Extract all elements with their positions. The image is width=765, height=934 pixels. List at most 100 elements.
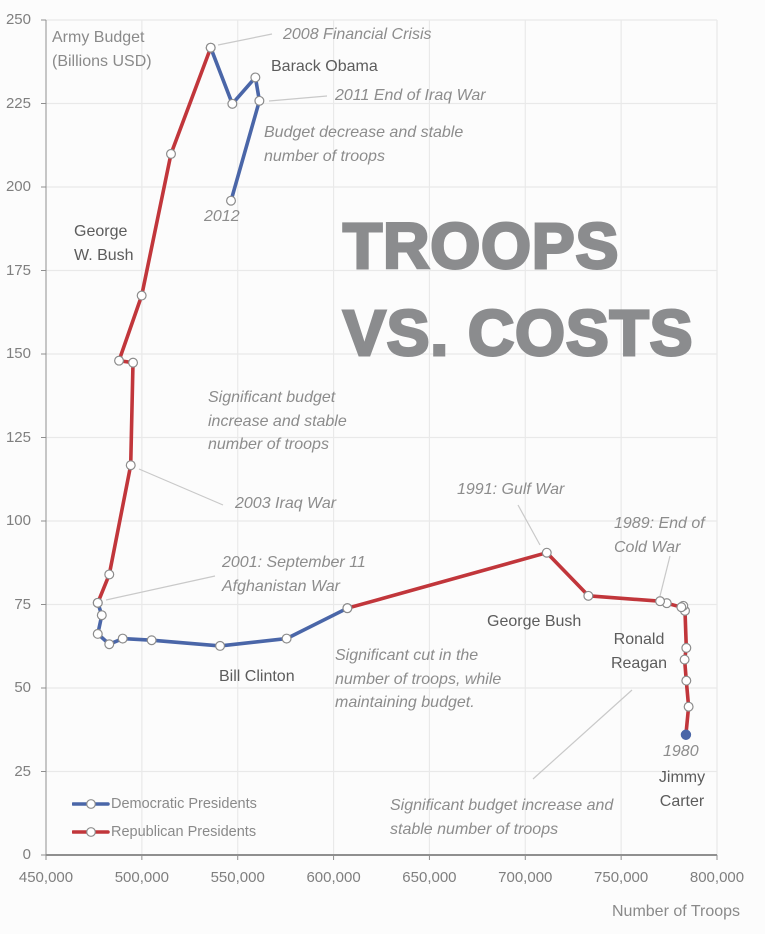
- label-line: Jimmy: [658, 769, 706, 786]
- annotation-line: number of troops: [264, 147, 385, 165]
- label-line: Reagan: [610, 654, 668, 672]
- leader-2008-financial-crisis: [217, 33, 273, 46]
- republican-data-point: [681, 675, 692, 686]
- series-markers: [92, 42, 694, 740]
- republican-data-point: [679, 654, 690, 665]
- y-tick-label: 175: [5, 261, 31, 279]
- y-tick-label: 75: [14, 595, 31, 613]
- republican-data-point: [676, 602, 687, 613]
- republican-data-point: [541, 547, 552, 558]
- legend-item-democratic[interactable]: Democratic Presidents: [72, 794, 257, 814]
- label-line: W. Bush: [74, 246, 134, 264]
- legend-item-republican[interactable]: Republican Presidents: [72, 822, 257, 842]
- republican-data-point: [655, 596, 666, 607]
- leader-1991-gulf-war: [517, 504, 541, 546]
- democratic-data-point: [226, 195, 237, 206]
- legend-swatch-republican: [72, 827, 110, 837]
- republican-data-point: [165, 148, 176, 159]
- label-line: George: [74, 223, 128, 240]
- label-george-bush: George Bush: [487, 613, 582, 630]
- x-tick-label: 550,000: [210, 869, 265, 886]
- democratic-data-point-filled: [680, 729, 692, 740]
- republican-line-segment: [96, 45, 213, 605]
- y-axis-title-line: (Billions USD): [52, 52, 152, 70]
- republican-data-point: [683, 701, 694, 712]
- axes: [41, 19, 718, 860]
- legend-label-democratic: Democratic Presidents: [111, 796, 257, 812]
- annotation-2001-september-11: 2001: September 11 Afghanistan War: [222, 551, 366, 598]
- annotation-troop-cut: Significant cut in the number of troops,…: [335, 644, 501, 715]
- legend: Democratic Presidents Republican Preside…: [72, 794, 257, 842]
- annotation-year-2012: 2012: [204, 208, 240, 225]
- democratic-data-point: [281, 633, 292, 644]
- annotation-line: Significant budget increase and: [390, 797, 614, 814]
- annotation-line: Afghanistan War: [222, 577, 340, 595]
- republican-data-point: [583, 590, 594, 601]
- democratic-line-segment: [96, 600, 350, 648]
- y-tick-label: 50: [14, 679, 31, 696]
- annotation-2008-financial-crisis: 2008 Financial Crisis: [283, 26, 432, 43]
- democratic-line-segment: [208, 45, 262, 203]
- annotation-year-1980: 1980: [663, 743, 699, 760]
- x-axis-title: Number of Troops: [612, 903, 741, 920]
- x-tick-label: 650,000: [402, 869, 457, 886]
- annotation-line: Budget decrease and stable: [264, 124, 464, 141]
- y-axis-title: Army Budget (Billions USD): [52, 26, 152, 73]
- y-tick-label: 25: [14, 762, 31, 780]
- leader-2001-september-11: [105, 575, 216, 601]
- label-bill-clinton: Bill Clinton: [219, 668, 295, 685]
- democratic-data-point: [146, 635, 157, 646]
- annotation-line: number of troops: [208, 436, 329, 453]
- annotation-leader-lines: [105, 33, 671, 780]
- legend-swatch-democratic: [72, 799, 110, 809]
- democratic-data-point: [104, 639, 115, 650]
- republican-data-point: [342, 603, 353, 614]
- x-tick-label: 600,000: [306, 869, 361, 886]
- x-tick-label: 450,000: [18, 869, 74, 886]
- leader-budget-increase-bottom: [532, 689, 633, 780]
- label-george-w-bush: George W. Bush: [74, 220, 134, 267]
- y-tick-label: 100: [5, 512, 31, 529]
- democratic-data-point: [215, 640, 226, 651]
- chart-title-line-2: VS. COSTS: [341, 297, 694, 369]
- annotation-line: Significant cut in the: [335, 647, 479, 664]
- y-tick-label: 250: [5, 11, 31, 28]
- annotation-2003-iraq-war: 2003 Iraq War: [235, 495, 337, 512]
- x-tick-label: 700,000: [498, 869, 553, 886]
- leader-2003-iraq-war: [138, 468, 224, 506]
- label-line: Carter: [659, 792, 705, 810]
- y-tick-label: 0: [22, 846, 31, 863]
- y-axis-title-line: Army Budget: [52, 29, 145, 46]
- republican-data-point: [128, 357, 139, 368]
- annotation-2011-end-of-iraq-war: 2011 End of Iraq War: [335, 87, 486, 104]
- chart-title-line-1: TROOPS: [341, 210, 620, 282]
- annotation-budget-increase-middle: Significant budget increase and stable n…: [208, 386, 347, 457]
- annotation-line: 1989: End of: [614, 515, 705, 532]
- annotation-line: Cold War: [614, 538, 681, 556]
- republican-data-point: [205, 42, 216, 53]
- annotation-line: 2001: September 11: [222, 554, 366, 571]
- annotation-line: Significant budget: [208, 389, 336, 406]
- leader-2011-end-of-iraq-war: [268, 95, 328, 102]
- republican-data-point: [104, 569, 115, 580]
- annotation-1989-end-of-cold-war: 1989: End of Cold War: [614, 512, 705, 559]
- annotation-line: increase and stable: [208, 412, 347, 430]
- annotation-budget-increase-bottom: Significant budget increase and stable n…: [390, 794, 613, 841]
- legend-label-republican: Republican Presidents: [111, 824, 257, 840]
- leader-1989-end-of-cold-war: [659, 555, 671, 597]
- republican-data-point: [136, 290, 147, 301]
- label-barack-obama: Barack Obama: [271, 58, 378, 75]
- annotation-line: stable number of troops: [390, 820, 559, 838]
- y-tick-label: 150: [5, 345, 31, 362]
- democratic-data-point: [227, 98, 238, 109]
- democratic-data-point: [254, 95, 265, 106]
- annotation-1991-gulf-war: 1991: Gulf War: [457, 481, 565, 498]
- x-tick-label: 750,000: [594, 869, 649, 886]
- label-line: Ronald: [613, 631, 665, 648]
- x-tick-label: 500,000: [114, 869, 169, 886]
- annotation-line: number of troops, while: [335, 670, 502, 688]
- label-ronald-reagan: Ronald Reagan: [606, 628, 672, 675]
- y-tick-label: 125: [5, 428, 31, 446]
